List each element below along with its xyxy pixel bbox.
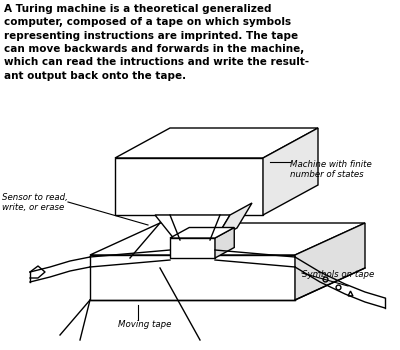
Polygon shape — [170, 228, 234, 238]
Polygon shape — [115, 158, 263, 215]
Polygon shape — [263, 128, 318, 215]
Polygon shape — [215, 203, 252, 240]
Polygon shape — [155, 215, 230, 240]
Text: Machine with finite
number of states: Machine with finite number of states — [290, 160, 372, 180]
Text: Moving tape: Moving tape — [118, 320, 171, 329]
Polygon shape — [170, 238, 215, 258]
Polygon shape — [90, 255, 295, 300]
Polygon shape — [295, 223, 365, 300]
Text: Sensor to read,
write, or erase: Sensor to read, write, or erase — [2, 193, 68, 212]
Polygon shape — [115, 128, 318, 158]
Text: A Turing machine is a theoretical generalized
computer, composed of a tape on wh: A Turing machine is a theoretical genera… — [4, 4, 309, 81]
Polygon shape — [215, 228, 234, 258]
Text: Symbols on tape: Symbols on tape — [302, 270, 374, 279]
Polygon shape — [90, 223, 365, 255]
